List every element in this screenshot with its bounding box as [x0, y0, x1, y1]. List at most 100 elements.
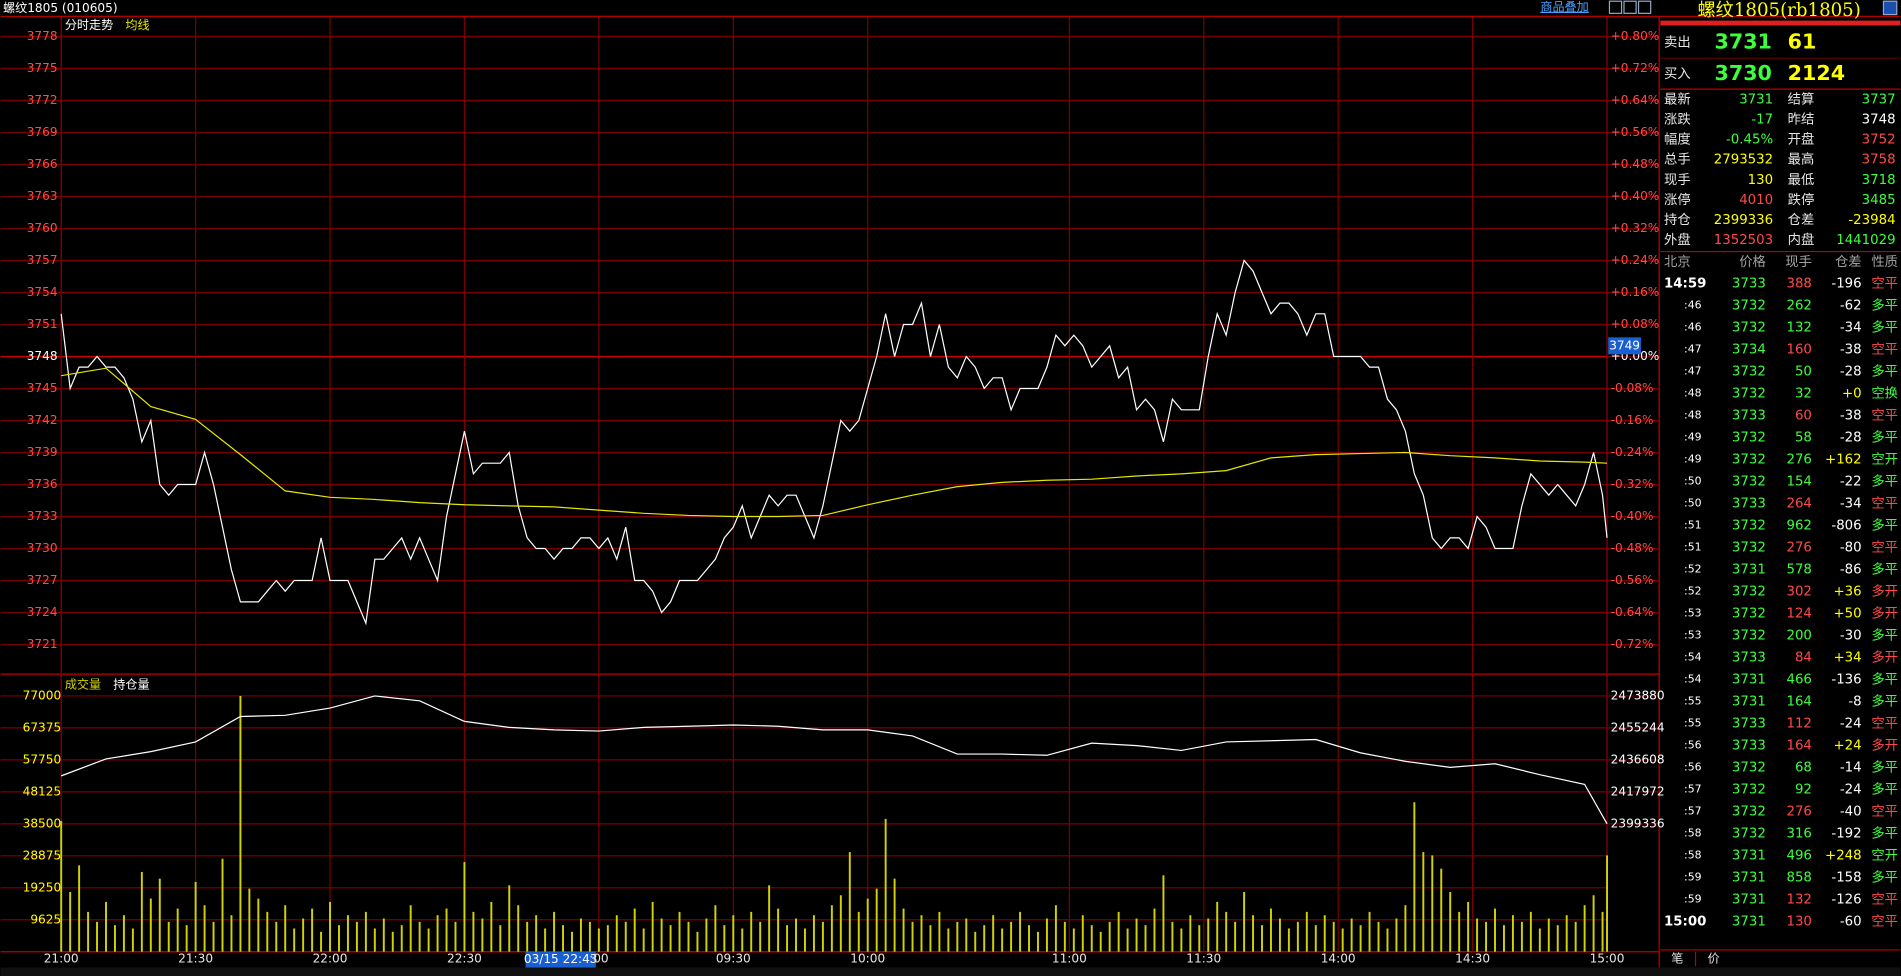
tick-cell: -38	[1840, 409, 1862, 424]
volume-bar	[409, 905, 412, 952]
volume-bar	[633, 908, 636, 952]
tick-cell: 3732	[1732, 365, 1766, 380]
volume-bar	[60, 820, 63, 952]
tick-cell: 3733	[1732, 409, 1766, 424]
tick-cell: 空开	[1871, 452, 1898, 468]
volume-bar	[1574, 921, 1577, 952]
y2-tick-label: -0.32%	[1611, 477, 1654, 491]
y-tick-label: 3772	[27, 93, 58, 107]
icon[interactable]	[1623, 0, 1637, 14]
tick-cell: -24	[1840, 717, 1862, 732]
y-tick-label: 3745	[27, 381, 58, 395]
tick-cell: -86	[1840, 563, 1862, 578]
tick-cell: -192	[1831, 827, 1861, 842]
y-tick-label: 3763	[27, 189, 58, 203]
volume-bar	[463, 862, 466, 952]
volume-bar	[812, 915, 815, 952]
series-line	[60, 259, 1608, 626]
volume-bar	[78, 865, 81, 952]
x-tick-label: 14:00	[1321, 952, 1356, 966]
volume-bar	[1565, 915, 1568, 952]
tick-cell: -38	[1840, 343, 1862, 358]
volume-bar	[1476, 918, 1479, 952]
volume-bar	[1045, 918, 1048, 952]
volume-bar	[203, 905, 206, 952]
volume-bar	[911, 921, 914, 952]
tab[interactable]: 笔	[1671, 951, 1683, 966]
volume-bar	[266, 911, 269, 952]
column-header: 北京	[1664, 254, 1691, 270]
volume-bar	[705, 918, 708, 952]
tick-cell: 多平	[1871, 319, 1898, 336]
tick-cell: 264	[1786, 497, 1811, 512]
tick-cell: 466	[1786, 673, 1811, 688]
status-bar	[0, 967, 1901, 976]
volume-bar	[526, 921, 529, 952]
volume-bar	[974, 931, 977, 952]
y2-tick-label: +0.40%	[1611, 189, 1660, 203]
volume-bar	[373, 928, 376, 952]
volume-bar	[535, 915, 538, 952]
y2-tick-label: +0.56%	[1611, 125, 1660, 139]
legend-entry: 均线	[125, 18, 149, 32]
column-header: 仓差	[1835, 254, 1862, 270]
tick-cell: -126	[1831, 893, 1861, 908]
tick-cell: 962	[1786, 519, 1811, 534]
volume-bar	[96, 921, 99, 952]
tick-cell: 3733	[1732, 739, 1766, 754]
close-icon[interactable]	[1882, 0, 1898, 16]
volume-bar	[1144, 925, 1147, 952]
tick-cell: 58	[1795, 431, 1812, 446]
stat-value: 3748	[1862, 113, 1896, 128]
volume-bar	[687, 921, 690, 952]
volume-bar	[140, 872, 143, 952]
volume-bar	[714, 905, 717, 952]
tick-cell: 164	[1786, 739, 1811, 754]
volume-bar	[1063, 921, 1066, 952]
volume-bar	[1413, 802, 1416, 952]
stat-value: 4010	[1739, 193, 1773, 208]
volume-bar	[364, 911, 367, 952]
tick-cell: +0	[1842, 387, 1862, 402]
tick-cell: :50	[1684, 475, 1702, 488]
tick-cell: :57	[1684, 783, 1702, 796]
tick-cell: 多平	[1871, 517, 1898, 534]
icon[interactable]	[1608, 0, 1623, 14]
tick-cell: -196	[1831, 277, 1861, 292]
tick-cell: 154	[1786, 475, 1811, 490]
stat-value: 2793532	[1714, 153, 1773, 168]
volume-bar	[1099, 931, 1102, 952]
tick-cell: +50	[1833, 607, 1861, 622]
tab[interactable]: 价	[1708, 952, 1720, 966]
y-tick-label: 9625	[30, 912, 61, 926]
volume-bar	[1404, 905, 1407, 952]
tick-cell: 空平	[1871, 276, 1898, 292]
overlay-link[interactable]: 商品叠加	[1540, 0, 1588, 14]
volume-bar	[1090, 925, 1093, 952]
volume-bar	[1547, 918, 1550, 952]
tick-cell: 200	[1786, 629, 1811, 644]
tick-cell: 3731	[1732, 563, 1766, 578]
cursor-time: 03/15 22:43	[524, 952, 598, 966]
volume-bar	[839, 895, 842, 952]
tick-cell: +34	[1833, 651, 1861, 666]
x-tick-label: 09:30	[716, 952, 751, 966]
x-tick-label: 22:00	[313, 952, 348, 966]
volume-bar	[1037, 931, 1039, 952]
tick-cell: :52	[1684, 563, 1702, 576]
stat-label: 开盘	[1788, 131, 1815, 148]
tick-cell: -28	[1840, 431, 1862, 446]
volume-bar	[1180, 928, 1183, 952]
tick-cell: -14	[1840, 761, 1862, 776]
volume-bar	[848, 852, 851, 952]
volume-bar	[1377, 921, 1380, 952]
volume-bar	[185, 925, 188, 952]
y2-tick-label: 2399336	[1611, 816, 1665, 830]
volume-bar	[1198, 925, 1201, 952]
volume-bar	[1485, 921, 1488, 952]
tick-cell: -24	[1840, 783, 1862, 798]
icon[interactable]	[1637, 0, 1652, 14]
tick-cell: :52	[1684, 585, 1702, 598]
volume-bar	[1395, 918, 1398, 952]
y2-tick-label: -0.64%	[1611, 605, 1654, 619]
